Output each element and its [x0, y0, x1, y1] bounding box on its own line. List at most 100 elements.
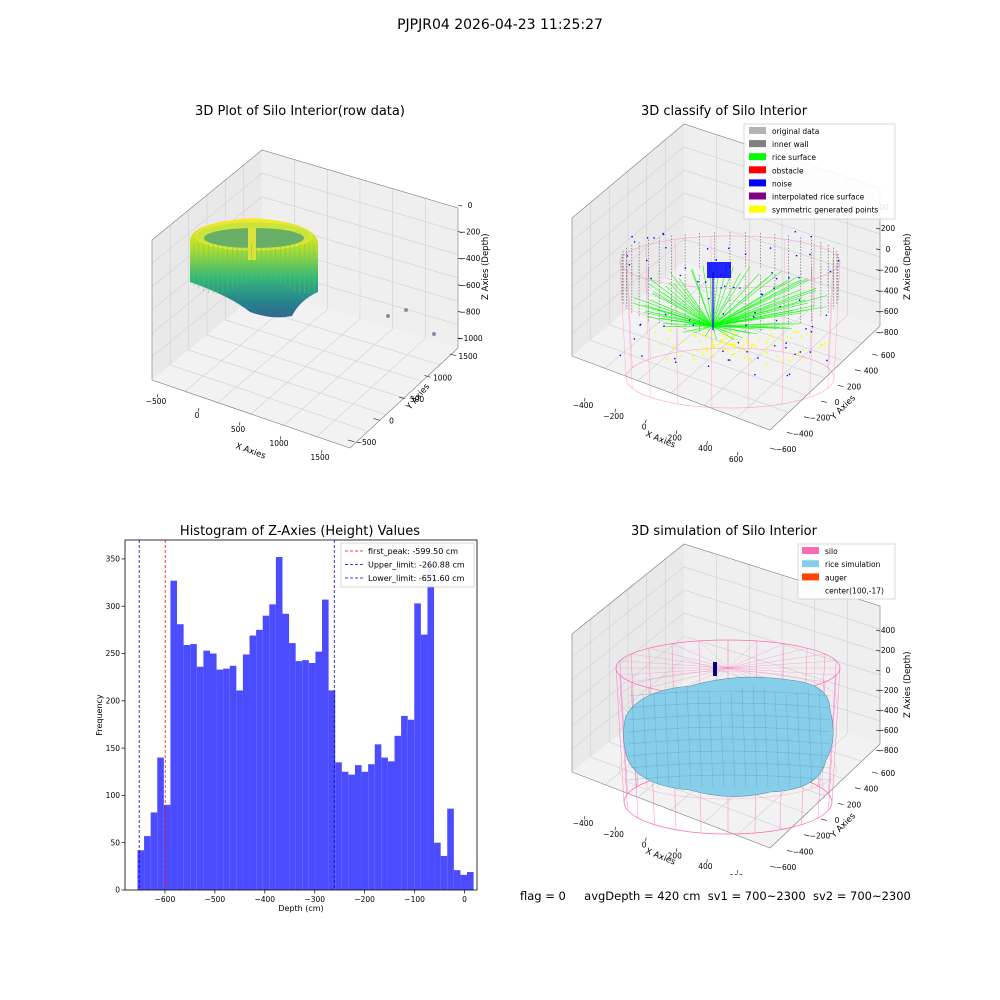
p2-symmetric-point [716, 343, 719, 346]
panel4-title: 3D simulation of Silo Interior [631, 524, 817, 539]
p2-y-tick [769, 447, 776, 450]
p2-symmetric-point [681, 326, 684, 329]
p4-silo-line [831, 667, 841, 803]
p2-noise-point [674, 361, 677, 364]
p2-symmetric-line [827, 270, 834, 389]
histogram-bar [183, 645, 191, 890]
p2-rice-surface [653, 291, 713, 327]
undefined-floor-pane [152, 290, 458, 448]
p2-y-tick-label: 400 [864, 367, 879, 376]
histogram-x-tick-label: −200 [354, 895, 375, 904]
p2-noise-point [788, 276, 790, 279]
p2-symmetric-point [780, 339, 783, 342]
p4-z-tick [875, 709, 881, 712]
p2-legend-label: inner wall [772, 140, 809, 149]
p2-rice-surface [670, 273, 713, 327]
p2-rice-surface [711, 266, 751, 327]
p2-noise-point [798, 276, 800, 279]
p2-y-tick [837, 385, 844, 388]
p2-noise-point [744, 253, 747, 256]
p2-noise-point [645, 259, 648, 262]
histogram-x-tick-label: −500 [205, 895, 226, 904]
p2-noise-point [639, 324, 641, 326]
p2-symmetric-point [719, 339, 722, 342]
p1-y-tick [424, 375, 431, 378]
p2-noise-point [837, 260, 840, 262]
p4-legend-swatch [802, 573, 819, 581]
p2-z-tick [875, 269, 881, 271]
simulation-3d-plot: −400−2000200400600−600−400−2000200400600… [571, 543, 913, 875]
p2-symmetric-point [732, 334, 735, 337]
histogram-bar [401, 715, 408, 890]
p2-legend-label: rice surface [772, 153, 816, 162]
p4-z-tick [875, 729, 881, 732]
status-sv1: sv1 = 700~2300 [707, 889, 806, 903]
depth-histogram: −600 −500 −400 −300 −200 −100 0 0 50 100 150 200 250… [95, 539, 478, 913]
p1-z-tick [457, 337, 463, 340]
p2-x-tick-label: 400 [698, 444, 713, 453]
p2-x-tick [737, 451, 739, 456]
p2-legend-swatch [749, 140, 766, 148]
p2-rice-surface [704, 325, 713, 337]
p2-symmetric-point [758, 338, 761, 341]
histogram-bar [282, 613, 290, 890]
p4-rice-mesh-line [697, 688, 703, 789]
p2-noise-point [653, 237, 655, 239]
p1-y-tick [449, 353, 457, 357]
p2-z-tick [875, 248, 881, 251]
p1-z-tick [457, 204, 463, 207]
p2-symmetric-point [666, 358, 669, 361]
histogram-bar [348, 774, 355, 890]
p4-legend-swatch [802, 547, 819, 554]
histogram-y-tick-label: 300 [106, 602, 121, 611]
histogram-bar [229, 665, 237, 890]
p4-x-axis-label: X Axies [644, 847, 677, 868]
p2-symmetric-point [725, 336, 728, 339]
p2-noise-point [829, 270, 832, 273]
p2-noise-point [733, 286, 735, 289]
p2-symmetric-point [754, 346, 757, 349]
p2-symmetric-point [706, 349, 709, 352]
p2-rice-surface [711, 297, 803, 327]
p4-legend-label: auger [825, 573, 848, 582]
p2-z-tick-label: −200 [878, 266, 899, 275]
p2-noise-point [810, 330, 813, 333]
status-sv2: sv2 = 700~2300 [812, 889, 911, 903]
p2-noise-point [662, 232, 664, 235]
histogram-y-tick-label: 100 [106, 791, 121, 800]
p2-legend: original data inner wall rice surface obsta… [743, 123, 896, 220]
p2-noise-point [650, 277, 652, 280]
p4-x-tick-label: −400 [573, 819, 594, 828]
p2-symmetric-point [660, 343, 663, 346]
p2-rice-surface [711, 295, 828, 327]
p2-symmetric-point [743, 356, 746, 359]
histogram-legend-frame [340, 542, 475, 588]
p4-rice-mesh-line [785, 693, 791, 789]
p2-y-tick-label: 0 [835, 398, 840, 407]
p2-rice-surface [711, 287, 817, 327]
p1-z-tick-label: −400 [460, 254, 481, 263]
p2-rice-surface [711, 289, 802, 327]
histogram-bar [335, 762, 342, 890]
p2-noise-point [664, 313, 667, 316]
p2-symmetric-point [730, 354, 733, 357]
p2-rice-surface [678, 278, 713, 327]
panel2-title: 3D classify of Silo Interior [640, 104, 808, 119]
p2-noise-point [757, 357, 759, 359]
histogram-bar [394, 735, 402, 890]
p4-silo-roof-line [698, 640, 729, 669]
histogram-bar [453, 870, 461, 890]
p1-x-tick [157, 393, 159, 398]
p2-symmetric-point [789, 336, 792, 339]
p2-noise-point [727, 359, 730, 361]
p2-symmetric-point [703, 331, 706, 334]
p2-rice-surface [668, 282, 713, 327]
histogram-x-axis-label: Depth (cm) [278, 904, 323, 913]
p2-z-tick [875, 331, 881, 334]
p2-symmetric-point [818, 346, 821, 349]
histogram-bar [354, 765, 362, 890]
p2-y-tick [820, 400, 827, 403]
p2-z-tick-label: −600 [878, 307, 899, 316]
p2-rice-surface [647, 316, 713, 327]
p4-x-tick-label: −200 [603, 830, 624, 839]
